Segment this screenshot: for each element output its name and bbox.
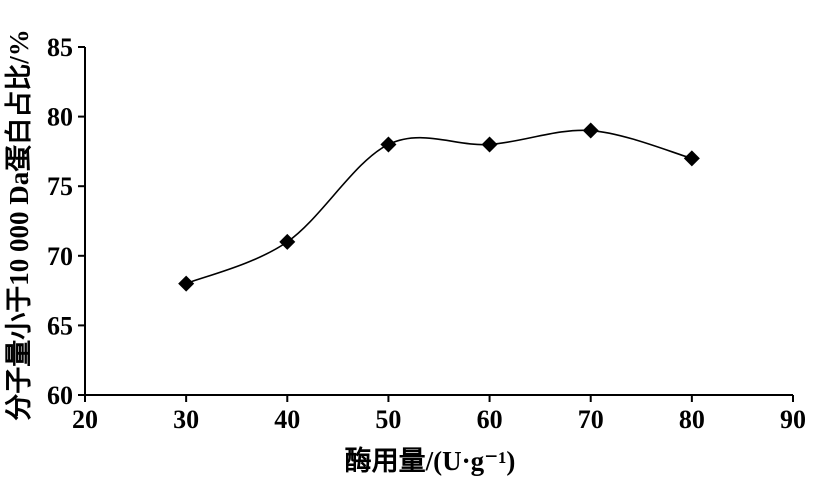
- series: [178, 122, 700, 292]
- x-tick-label: 60: [477, 405, 503, 434]
- x-tick-label: 80: [679, 405, 705, 434]
- x-tick-label: 70: [578, 405, 604, 434]
- x-tick-label: 50: [375, 405, 401, 434]
- y-tick-label: 80: [47, 103, 73, 132]
- y-tick-label: 65: [47, 311, 73, 340]
- y-tick-label: 70: [47, 242, 73, 271]
- x-tick-label: 90: [780, 405, 806, 434]
- x-tick-label: 40: [274, 405, 300, 434]
- data-point-marker: [380, 136, 397, 153]
- data-point-marker: [683, 150, 700, 167]
- x-tick-label: 20: [72, 405, 98, 434]
- data-point-marker: [178, 275, 195, 292]
- ticks: 20 30 40 50 60 70 80 90 60 65 70 75 80 85: [47, 33, 806, 434]
- y-tick-label: 60: [47, 381, 73, 410]
- x-tick-label: 30: [173, 405, 199, 434]
- data-point-marker: [582, 122, 599, 139]
- data-point-marker: [279, 233, 296, 250]
- data-point-marker: [481, 136, 498, 153]
- y-axis-title: 分子量小于10 000 Da蛋白占比/%: [3, 29, 34, 421]
- axes: [84, 47, 793, 396]
- y-tick-label: 75: [47, 172, 73, 201]
- y-tick-label: 85: [47, 33, 73, 62]
- series-line: [185, 129, 693, 285]
- x-axis-title: 酶用量/(U·g⁻¹): [345, 446, 516, 476]
